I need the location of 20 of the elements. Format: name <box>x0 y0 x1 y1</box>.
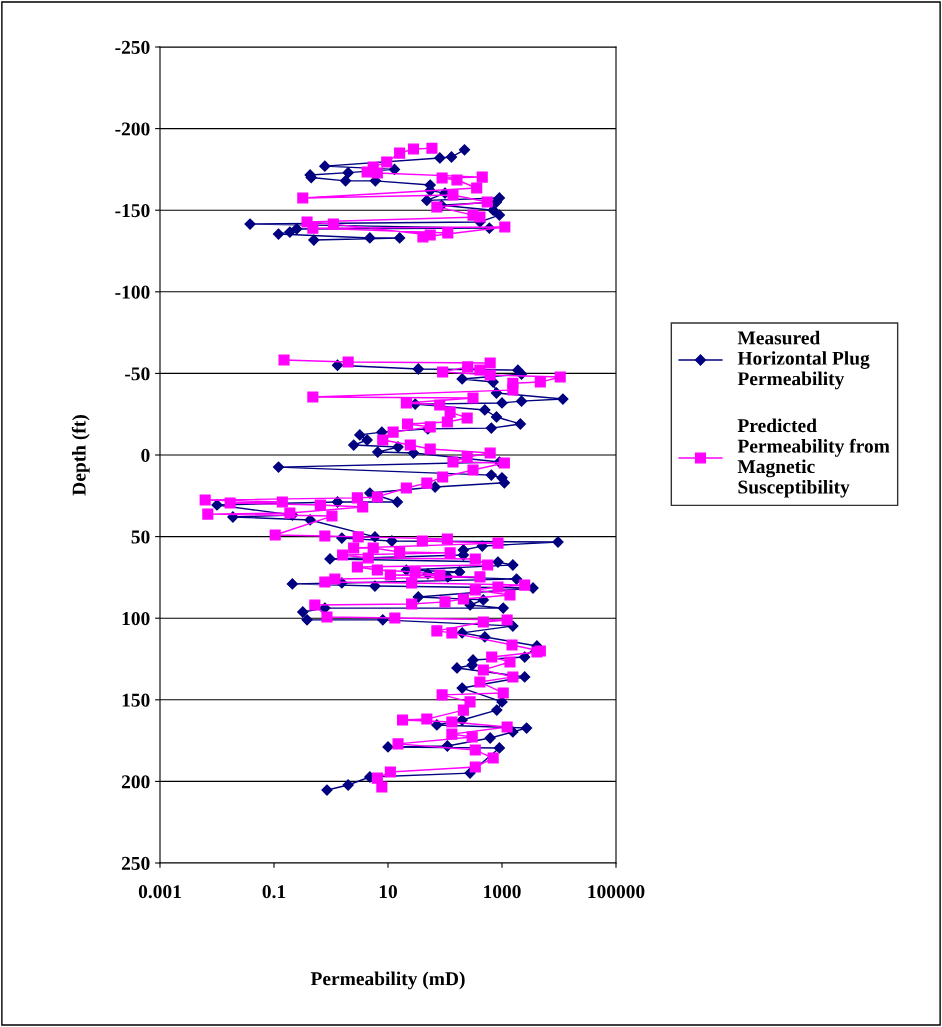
legend-label: Predicted Permeability from Magnetic Susceptibility <box>737 418 890 498</box>
y-tick-label: 100 <box>122 612 150 626</box>
y-tick-label: 250 <box>121 856 150 870</box>
y-tick-label: 150 <box>122 693 150 707</box>
y-tick-label: -200 <box>115 122 150 136</box>
y-tick-label: 0 <box>141 448 150 462</box>
x-tick-label: 1000 <box>484 885 521 899</box>
y-tick-label: -100 <box>115 285 150 299</box>
y-tick-label: 50 <box>131 530 150 544</box>
legend-label: Measured Horizontal Plug Permeability <box>737 330 870 390</box>
y-tick-label: -250 <box>115 40 150 54</box>
x-tick-label: 0.001 <box>138 885 181 899</box>
y-tick-label: -150 <box>115 204 150 218</box>
y-tick-label: -50 <box>125 367 150 381</box>
x-tick-label: 0.1 <box>262 885 286 899</box>
y-axis-title: Depth (ft) <box>71 415 90 496</box>
x-tick-label: 100000 <box>588 885 645 899</box>
y-tick-label: 200 <box>121 775 150 789</box>
x-tick-label: 10 <box>379 885 397 899</box>
x-axis-title: Permeability (mD) <box>310 971 465 990</box>
